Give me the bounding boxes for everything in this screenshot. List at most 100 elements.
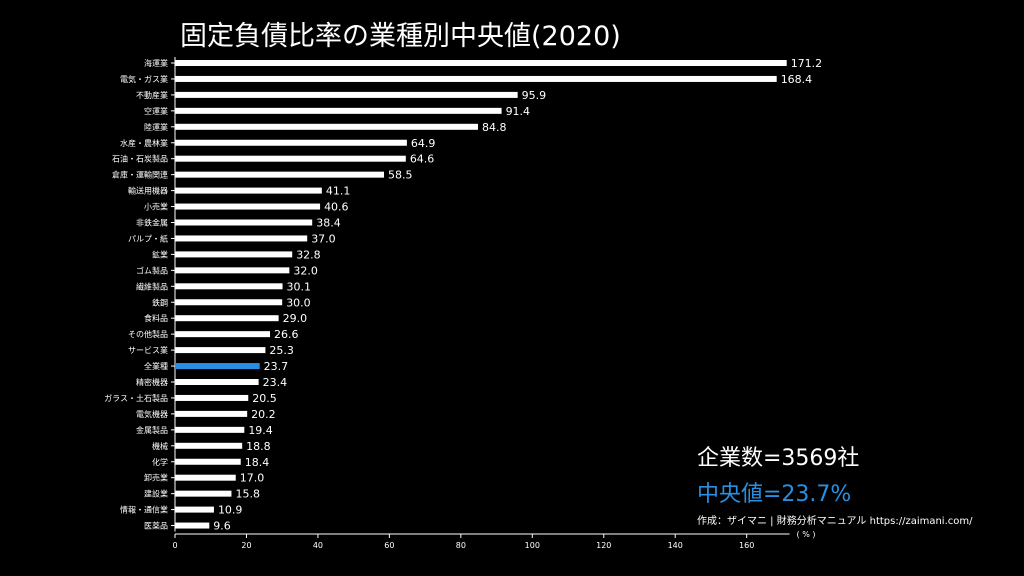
category-label: 陸運業	[144, 122, 168, 132]
bar	[175, 347, 266, 354]
value-label: 32.8	[296, 248, 321, 261]
value-label: 19.4	[248, 424, 273, 437]
x-tick-label: 60	[384, 541, 394, 550]
value-label: 20.2	[251, 408, 276, 421]
x-tick-label: 140	[668, 541, 683, 550]
category-label: 非鉄金属	[136, 218, 168, 228]
bar	[175, 379, 259, 385]
bar	[175, 426, 245, 433]
category-label: 不動産業	[136, 90, 168, 100]
category-label: 情報・通信業	[120, 505, 168, 515]
bar	[175, 139, 407, 146]
category-label: パルプ・紙	[128, 233, 168, 243]
bar	[175, 474, 236, 481]
value-label: 58.5	[388, 169, 413, 182]
value-label: 10.9	[218, 504, 243, 517]
value-label: 18.8	[246, 440, 271, 453]
value-label: 17.0	[240, 472, 265, 485]
bar	[175, 458, 241, 465]
bar	[175, 315, 279, 322]
bar	[175, 394, 249, 401]
bar	[175, 506, 214, 513]
category-label: 水産・農林業	[120, 138, 168, 148]
bar	[175, 410, 248, 417]
value-label: 64.6	[410, 153, 435, 166]
bar	[175, 219, 313, 226]
value-label: 25.3	[269, 344, 294, 357]
bar	[175, 107, 502, 114]
bar	[175, 331, 271, 338]
labels: 海運業 171.2 電気・ガス業 168.4 不動産業 95.9 空運業 91.4 陸運業 84.…	[104, 57, 822, 533]
category-label: 空運業	[144, 106, 168, 116]
value-label: 15.8	[235, 488, 260, 501]
bar	[175, 490, 232, 497]
chart-title: 固定負債比率の業種別中央値(2020)	[180, 21, 621, 52]
category-label: 繊維製品	[136, 281, 168, 291]
category-label: 海運業	[144, 58, 168, 68]
category-label: 精密機器	[136, 377, 168, 387]
value-label: 168.4	[781, 73, 813, 86]
category-label: 鉱業	[152, 249, 168, 259]
value-label: 37.0	[311, 232, 336, 245]
bar	[175, 171, 385, 178]
value-label: 20.5	[252, 392, 277, 405]
x-tick-label: 40	[313, 541, 323, 550]
bars	[175, 60, 787, 529]
bar	[175, 442, 243, 449]
category-label: 機械	[152, 441, 168, 451]
x-tick-label: 100	[525, 541, 540, 550]
category-label: 全業種	[144, 361, 168, 371]
value-label: 23.7	[264, 360, 289, 373]
value-label: 30.1	[287, 280, 312, 293]
category-label: 小売業	[144, 202, 168, 212]
bar	[175, 363, 260, 370]
category-label: 倉庫・運輸関連	[112, 170, 168, 180]
bar	[175, 251, 293, 258]
value-label: 23.4	[263, 376, 288, 389]
bar	[175, 123, 478, 130]
company-count: 企業数=3569社	[697, 446, 860, 471]
bar	[175, 299, 283, 306]
value-label: 30.0	[286, 296, 311, 309]
value-label: 84.8	[482, 121, 507, 134]
value-label: 41.1	[326, 185, 351, 198]
category-label: 鉄鋼	[152, 297, 168, 307]
x-tick-label: 0	[172, 541, 177, 550]
category-label: ガラス・土石製品	[104, 393, 168, 403]
category-label: 卸売業	[144, 473, 168, 483]
bar	[175, 235, 308, 242]
value-label: 9.6	[213, 520, 231, 533]
median-value: 中央値=23.7%	[697, 482, 852, 507]
category-label: 建設業	[144, 489, 168, 499]
bar	[175, 203, 321, 210]
category-label: 化学	[152, 457, 168, 467]
category-label: ゴム製品	[136, 265, 168, 275]
value-label: 32.0	[293, 264, 318, 277]
x-tick-label: 80	[456, 541, 466, 550]
value-label: 26.6	[274, 328, 299, 341]
value-label: 18.4	[245, 456, 270, 469]
value-label: 171.2	[791, 57, 823, 70]
axes: 0 20 40 60 80 100 120 140 160	[171, 57, 790, 550]
bar	[175, 75, 777, 82]
category-label: 電気機器	[136, 409, 168, 419]
value-label: 38.4	[316, 217, 341, 230]
value-label: 95.9	[522, 89, 547, 102]
value-label: 29.0	[283, 312, 308, 325]
x-axis-label: ( % )	[797, 530, 816, 539]
value-label: 91.4	[506, 105, 531, 118]
x-tick-label: 20	[241, 541, 251, 550]
category-label: 石油・石炭製品	[112, 154, 168, 164]
category-label: 食料品	[144, 313, 168, 323]
bar	[175, 283, 283, 290]
category-label: 輸送用機器	[128, 186, 168, 196]
bar	[175, 522, 210, 529]
category-label: その他製品	[128, 329, 168, 339]
category-label: 電気・ガス業	[120, 74, 168, 84]
bar	[175, 60, 787, 66]
value-label: 64.9	[411, 137, 436, 150]
bar	[175, 187, 322, 194]
bar	[175, 267, 290, 274]
source-credit: 作成：ザイマニ | 財務分析マニュアル https://zaimani.com/	[697, 516, 973, 527]
